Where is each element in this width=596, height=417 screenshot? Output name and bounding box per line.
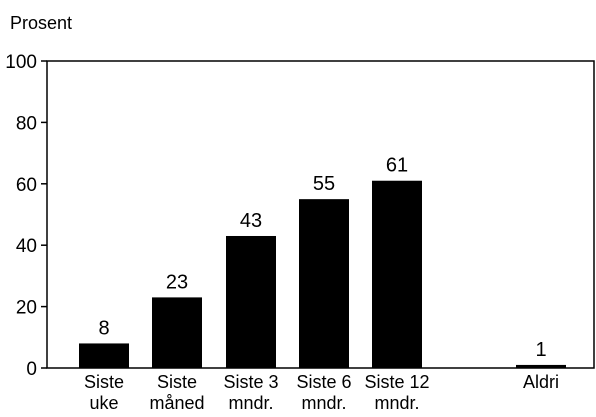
category-label: Siste 12 [364,372,429,392]
y-tick-label: 0 [26,359,37,380]
category-label: mndr. [301,393,346,413]
y-tick-label: 80 [16,113,37,134]
data-label: 43 [240,210,262,232]
data-label: 8 [98,317,109,339]
category-label: Siste 6 [296,372,351,392]
y-tick-label: 40 [16,236,37,257]
data-label: 55 [313,173,335,195]
bar [226,235,276,368]
category-label: måned [149,393,204,413]
category-label: Siste [84,372,124,392]
category-label: Siste [157,372,197,392]
y-tick-label: 100 [5,52,37,73]
bar [299,199,349,368]
bar [152,297,202,368]
y-tick-label: 60 [16,175,37,196]
bar [516,364,566,368]
data-label: 1 [535,339,546,361]
plot-area: 0204060801008Sisteuke23Sistemåned43Siste… [5,52,595,413]
category-label: mndr. [374,393,419,413]
category-label: mndr. [228,393,273,413]
bar [79,343,129,368]
data-label: 23 [166,271,188,293]
bar [372,180,422,368]
y-axis-title: Prosent [10,13,72,33]
category-label: Aldri [523,372,559,392]
y-tick-label: 20 [16,298,37,319]
data-label: 61 [386,155,408,177]
category-label: uke [89,393,118,413]
category-label: Siste 3 [223,372,278,392]
